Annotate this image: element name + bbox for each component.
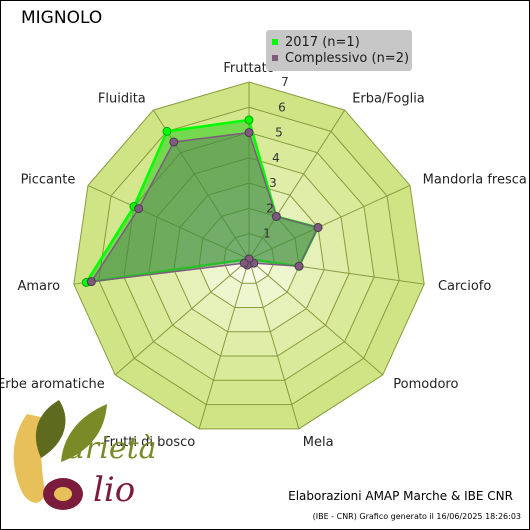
- series-1-point-11: [162, 126, 172, 136]
- axis-label-11: Fluidita: [98, 91, 146, 106]
- grid-spoke-3: [248, 185, 411, 260]
- axis-label-1: Fruttato: [223, 61, 274, 76]
- series-2-point-1: [244, 128, 254, 138]
- varieta-olio-logo: [13, 400, 107, 510]
- series-2-point-9: [86, 277, 96, 287]
- axis-label-3: Mandorla fresca: [423, 173, 527, 188]
- tick-label-7: 7: [281, 75, 289, 89]
- tick-label-4: 4: [272, 151, 280, 165]
- axis-label-7: Frutti di bosco: [103, 435, 195, 450]
- series-2-point-10: [134, 204, 144, 214]
- credit-text: Elaborazioni AMAP Marche & IBE CNR: [288, 489, 513, 503]
- legend-swatch-complessivo: [272, 54, 278, 61]
- logo-text-varieta: arietà: [67, 431, 157, 466]
- series-2-point-11: [169, 137, 179, 147]
- chart-title: MIGNOLO: [21, 8, 103, 28]
- generated-timestamp: (IBE - CNR) Grafico generato il 16/06/20…: [312, 512, 521, 521]
- axis-label-4: Carciofo: [438, 279, 491, 294]
- logo-text-olio: lio: [93, 470, 136, 510]
- series-2-point-3: [313, 222, 323, 232]
- legend-item-complessivo: Complessivo (n=2): [272, 51, 409, 66]
- legend-swatch-2017: [272, 38, 278, 45]
- grid-spoke-5: [248, 258, 384, 376]
- axis-label-2: Erba/Foglia: [352, 91, 425, 106]
- legend-item-2017: 2017 (n=1): [272, 35, 360, 50]
- series-2-point-2: [271, 211, 281, 221]
- series-2-point-8: [239, 258, 249, 268]
- tick-label-1: 1: [263, 227, 271, 241]
- legend-label-complessivo: Complessivo (n=2): [285, 51, 410, 66]
- grid-spoke-8: [114, 258, 250, 376]
- grid-spoke-2: [248, 109, 346, 260]
- tick-label-6: 6: [278, 100, 286, 114]
- tick-label-2: 2: [266, 201, 274, 215]
- axis-label-8: Erbe aromatiche: [1, 377, 105, 392]
- grid-spoke-10: [87, 185, 250, 260]
- legend: 2017 (n=1) Complessivo (n=2): [266, 30, 412, 71]
- grid-spoke-7: [198, 258, 250, 429]
- axis-label-10: Piccante: [21, 173, 76, 188]
- legend-label-2017: 2017 (n=1): [285, 35, 360, 50]
- tick-label-3: 3: [269, 176, 277, 190]
- series-2-point-4: [294, 261, 304, 271]
- axis-label-6: Mela: [303, 435, 334, 450]
- axis-label-5: Pomodoro: [393, 377, 458, 392]
- tick-label-5: 5: [275, 126, 283, 140]
- series-1-point-1: [244, 115, 254, 125]
- grid-spoke-6: [248, 258, 300, 429]
- axis-label-9: Amaro: [17, 279, 60, 294]
